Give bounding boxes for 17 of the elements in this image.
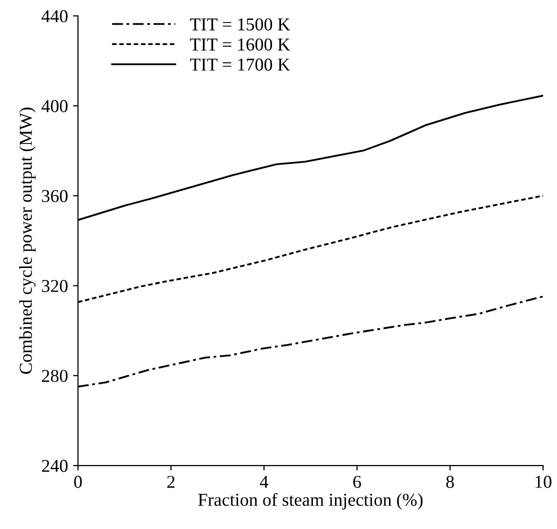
x-tick-label: 2	[167, 476, 175, 488]
y-tick-label: 360	[42, 190, 68, 202]
y-tick-label: 320	[42, 280, 68, 292]
x-tick-label: 4	[260, 476, 268, 488]
legend-label: TIT = 1500 K	[190, 18, 290, 31]
x-axis-title: Fraction of steam injection (%)	[198, 493, 423, 510]
y-tick-label: 440	[42, 10, 68, 22]
y-tick-label: 400	[42, 100, 68, 112]
y-tick-label: 240	[42, 460, 68, 472]
y-axis-title: Combined cycle power output (MW)	[19, 108, 36, 374]
y-tick-label: 280	[42, 370, 68, 382]
x-tick-label: 8	[446, 476, 454, 488]
legend-label: TIT = 1600 K	[190, 38, 290, 51]
x-tick-label: 10	[536, 476, 552, 488]
x-tick-label: 0	[74, 476, 82, 488]
legend-label: TIT = 1700 K	[190, 58, 290, 71]
x-tick-label: 6	[353, 476, 362, 488]
